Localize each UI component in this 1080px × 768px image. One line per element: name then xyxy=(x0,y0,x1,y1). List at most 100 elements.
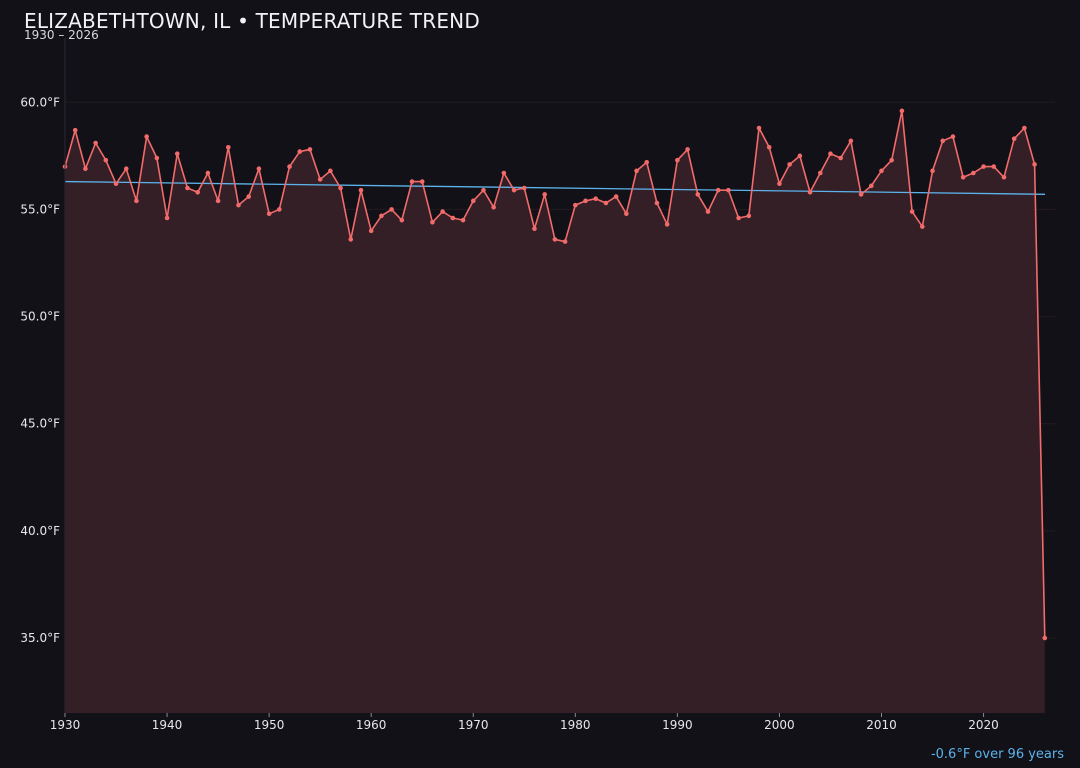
x-tick-label: 2020 xyxy=(968,718,999,732)
data-point-1934 xyxy=(103,157,109,163)
data-point-2007 xyxy=(848,138,854,144)
data-point-1971 xyxy=(481,187,486,193)
data-point-1976 xyxy=(532,226,537,232)
data-point-1979 xyxy=(562,239,568,244)
y-tick-label: 55.0°F xyxy=(20,202,60,216)
data-point-1994 xyxy=(715,187,721,193)
data-point-1982 xyxy=(593,196,599,202)
x-axis: 1930 1940 1950 1960 1970 1980 1990 2000 2010 2020 xyxy=(50,713,999,732)
data-point-2012 xyxy=(899,108,905,114)
data-point-1968 xyxy=(450,215,456,221)
x-tick-label: 1960 xyxy=(356,718,387,732)
y-tick-label: 60.0°F xyxy=(20,95,60,109)
data-point-1987 xyxy=(644,159,650,165)
data-point-1948 xyxy=(246,194,252,199)
data-point-1962 xyxy=(389,207,394,212)
data-point-2014 xyxy=(920,224,925,229)
data-point-2008 xyxy=(858,192,864,197)
x-tick-label: 1990 xyxy=(662,718,693,732)
data-point-1963 xyxy=(399,217,405,223)
data-point-1974 xyxy=(511,187,517,193)
data-point-1958 xyxy=(348,237,354,242)
data-point-1985 xyxy=(624,211,629,217)
data-point-1955 xyxy=(317,177,323,182)
x-tick-label: 1950 xyxy=(254,718,285,732)
data-point-2020 xyxy=(981,164,986,169)
data-point-1952 xyxy=(287,164,292,169)
x-tick-label: 1940 xyxy=(152,718,183,732)
data-point-1961 xyxy=(379,213,384,219)
area-fill xyxy=(65,110,1045,714)
data-point-1992 xyxy=(695,192,701,197)
data-point-2005 xyxy=(828,151,833,157)
data-point-1954 xyxy=(307,147,313,152)
data-point-2004 xyxy=(817,170,823,176)
data-point-2019 xyxy=(971,170,976,176)
data-point-1951 xyxy=(277,207,282,212)
data-point-2017 xyxy=(950,134,956,139)
y-tick-label: 45.0°F xyxy=(20,417,60,431)
data-point-2001 xyxy=(787,162,792,167)
data-point-2016 xyxy=(940,138,946,144)
data-point-1989 xyxy=(664,222,670,227)
data-point-1984 xyxy=(613,194,619,199)
data-point-1944 xyxy=(205,170,211,176)
x-tick-label: 1970 xyxy=(458,718,489,732)
data-point-1967 xyxy=(440,209,445,214)
data-point-2010 xyxy=(879,168,884,174)
data-point-1936 xyxy=(123,166,129,172)
data-point-2002 xyxy=(797,153,803,159)
data-point-1983 xyxy=(603,200,609,206)
y-axis: 35.0°F 40.0°F 45.0°F 50.0°F 55.0°F 60.0°F xyxy=(20,38,66,713)
data-point-1966 xyxy=(430,219,435,225)
x-tick-label: 1930 xyxy=(50,718,81,732)
y-tick-label: 35.0°F xyxy=(20,631,60,645)
data-point-2026 xyxy=(1042,635,1048,641)
data-points xyxy=(62,108,1048,641)
chart-subtitle: 1930 – 2026 xyxy=(24,28,99,42)
data-point-2024 xyxy=(1022,125,1027,131)
data-point-1986 xyxy=(634,168,639,174)
data-point-1990 xyxy=(675,157,680,163)
data-point-1997 xyxy=(746,213,752,219)
x-tick-label: 2000 xyxy=(764,718,795,732)
data-point-1980 xyxy=(573,202,578,208)
data-point-1941 xyxy=(174,151,180,157)
data-point-1965 xyxy=(419,179,425,184)
data-point-1998 xyxy=(756,125,762,131)
data-point-1940 xyxy=(164,215,170,221)
data-point-1943 xyxy=(195,189,200,195)
data-point-1946 xyxy=(225,144,231,150)
data-point-1959 xyxy=(358,187,364,193)
data-point-1932 xyxy=(83,166,88,172)
data-point-2023 xyxy=(1011,136,1017,142)
y-tick-label: 40.0°F xyxy=(20,524,60,538)
data-point-2011 xyxy=(889,157,895,163)
data-point-2021 xyxy=(991,164,997,169)
data-point-1991 xyxy=(685,147,690,152)
trend-line xyxy=(64,180,1046,195)
data-point-1949 xyxy=(256,166,262,172)
data-point-1939 xyxy=(154,155,160,161)
trend-layer xyxy=(64,180,1046,195)
data-point-1953 xyxy=(297,149,303,154)
data-point-2009 xyxy=(868,183,874,189)
data-point-1981 xyxy=(583,198,588,204)
data-point-1988 xyxy=(654,200,660,206)
data-point-1950 xyxy=(266,211,272,217)
data-point-1956 xyxy=(328,168,333,174)
x-tick-label: 2010 xyxy=(866,718,897,732)
data-point-1935 xyxy=(113,181,119,187)
data-point-2022 xyxy=(1001,174,1007,180)
data-point-1975 xyxy=(521,185,527,191)
data-point-1972 xyxy=(491,204,496,210)
data-point-2000 xyxy=(777,181,782,187)
data-point-2006 xyxy=(838,155,843,161)
data-point-1999 xyxy=(766,144,772,150)
data-point-2015 xyxy=(930,168,935,174)
data-point-1937 xyxy=(134,198,139,204)
data-point-1931 xyxy=(72,127,78,133)
data-point-1945 xyxy=(215,198,221,204)
data-point-1969 xyxy=(460,217,466,223)
